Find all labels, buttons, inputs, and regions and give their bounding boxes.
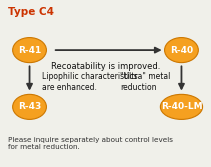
- Ellipse shape: [165, 38, 198, 63]
- Text: R-43: R-43: [18, 102, 41, 111]
- Text: R-40-LM: R-40-LM: [161, 102, 202, 111]
- Text: Recoatability is improved.: Recoatability is improved.: [51, 62, 160, 71]
- Text: Type C4: Type C4: [8, 7, 54, 17]
- Ellipse shape: [13, 94, 46, 119]
- Text: R-41: R-41: [18, 46, 41, 55]
- Text: R-40: R-40: [170, 46, 193, 55]
- Ellipse shape: [160, 94, 203, 119]
- Text: Please inquire separately about control levels
for metal reduction.: Please inquire separately about control …: [8, 137, 173, 150]
- Ellipse shape: [13, 38, 46, 63]
- Text: "Ultra" metal
reduction: "Ultra" metal reduction: [120, 72, 171, 92]
- Text: Lipophilic characteristics
are enhanced.: Lipophilic characteristics are enhanced.: [42, 72, 138, 92]
